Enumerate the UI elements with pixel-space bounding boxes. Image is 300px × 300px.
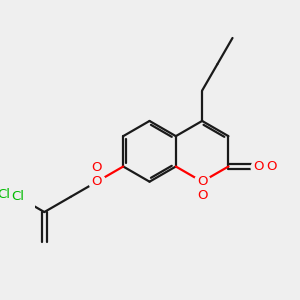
- Text: O: O: [254, 160, 264, 173]
- Text: O: O: [92, 161, 102, 174]
- Text: Cl: Cl: [0, 188, 11, 201]
- Text: Cl: Cl: [11, 190, 25, 203]
- Text: O: O: [197, 189, 207, 202]
- Text: O: O: [266, 160, 277, 173]
- Text: O: O: [197, 175, 207, 188]
- Text: O: O: [92, 175, 102, 188]
